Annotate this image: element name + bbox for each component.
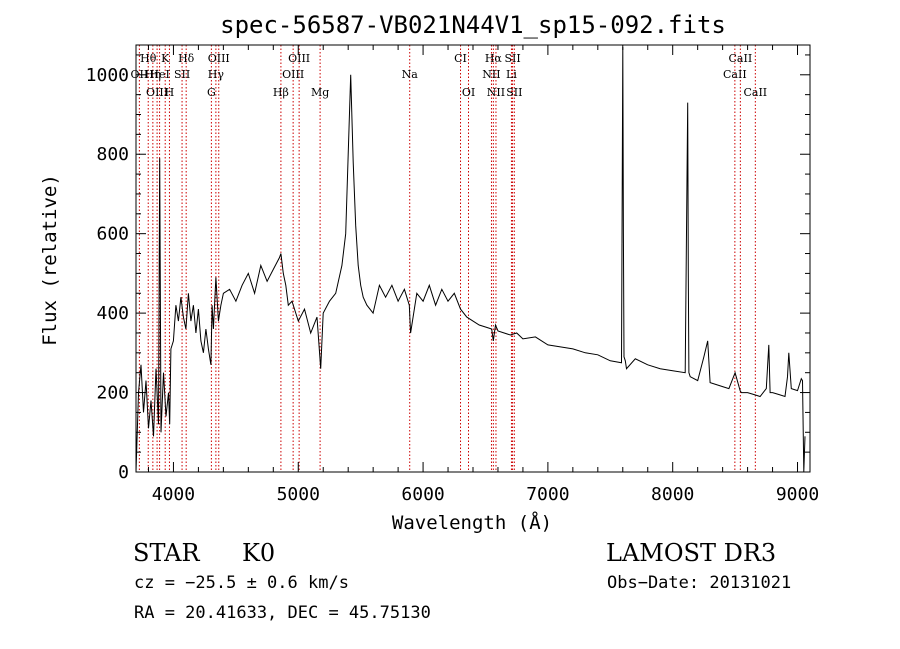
survey-name: LAMOST DR3	[606, 539, 777, 567]
x-tick-label: 7000	[526, 484, 569, 505]
line-label: CaII	[743, 86, 767, 99]
line-label: G	[207, 86, 216, 99]
x-tick-label: 6000	[401, 484, 444, 505]
line-label: CaII	[729, 52, 753, 65]
line-label: Hγ	[208, 68, 225, 81]
line-label: SII	[174, 68, 190, 81]
x-tick-label: 9000	[776, 484, 819, 505]
y-tick-label: 1000	[86, 65, 129, 86]
line-label: SII	[504, 52, 520, 65]
x-axis: 4000 5000 6000 7000 8000 9000	[147, 45, 819, 505]
x-tick-label: 8000	[651, 484, 694, 505]
redshift-cz: cz = −25.5 ± 0.6 km/s	[134, 573, 349, 593]
x-axis-label: Wavelength (Å)	[392, 511, 552, 534]
observation-date: Obs−Date: 20131021	[607, 573, 792, 593]
line-label: Hδ	[178, 52, 195, 65]
line-label: Hθ	[140, 52, 157, 65]
y-tick-label: 400	[96, 303, 129, 324]
y-tick-label: 600	[96, 224, 129, 245]
line-label: CaII	[723, 68, 747, 81]
line-label: OI	[462, 86, 475, 99]
object-class: STAR	[133, 539, 200, 567]
line-label: Hη	[145, 68, 161, 81]
line-label: HeI	[149, 68, 169, 81]
plot-frame	[135, 44, 811, 473]
y-tick-label: 800	[96, 144, 129, 165]
spectrum-line	[135, 46, 806, 473]
y-tick-label: 200	[96, 383, 129, 404]
line-label: OIII	[282, 68, 304, 81]
line-markers	[138, 45, 756, 472]
x-tick-label: 4000	[152, 484, 195, 505]
line-label: Mg	[311, 86, 329, 99]
y-tick-label: 0	[118, 462, 129, 483]
chart-title: spec-56587-VB021N44V1_sp15-092.fits	[220, 11, 726, 39]
line-label: SII	[506, 86, 522, 99]
object-subclass: K0	[242, 539, 276, 567]
x-tick-label: 5000	[277, 484, 320, 505]
line-label: CI	[454, 52, 467, 65]
line-label: Hα	[485, 52, 503, 65]
line-label: Hβ	[273, 86, 289, 99]
line-label: Li	[506, 68, 517, 81]
line-label: K	[161, 52, 170, 65]
line-label: NII	[482, 68, 500, 81]
line-label: OIII	[146, 86, 168, 99]
line-label: OIII	[208, 52, 230, 65]
line-label: H	[165, 86, 175, 99]
line-label: OIII	[288, 52, 310, 65]
coordinates: RA = 20.41633, DEC = 45.75130	[134, 603, 431, 623]
line-label: NII	[487, 86, 505, 99]
line-label: Na	[402, 68, 419, 81]
y-axis: 0 200 400 600 800 1000	[86, 54, 810, 483]
y-axis-label: Flux (relative)	[39, 174, 61, 346]
